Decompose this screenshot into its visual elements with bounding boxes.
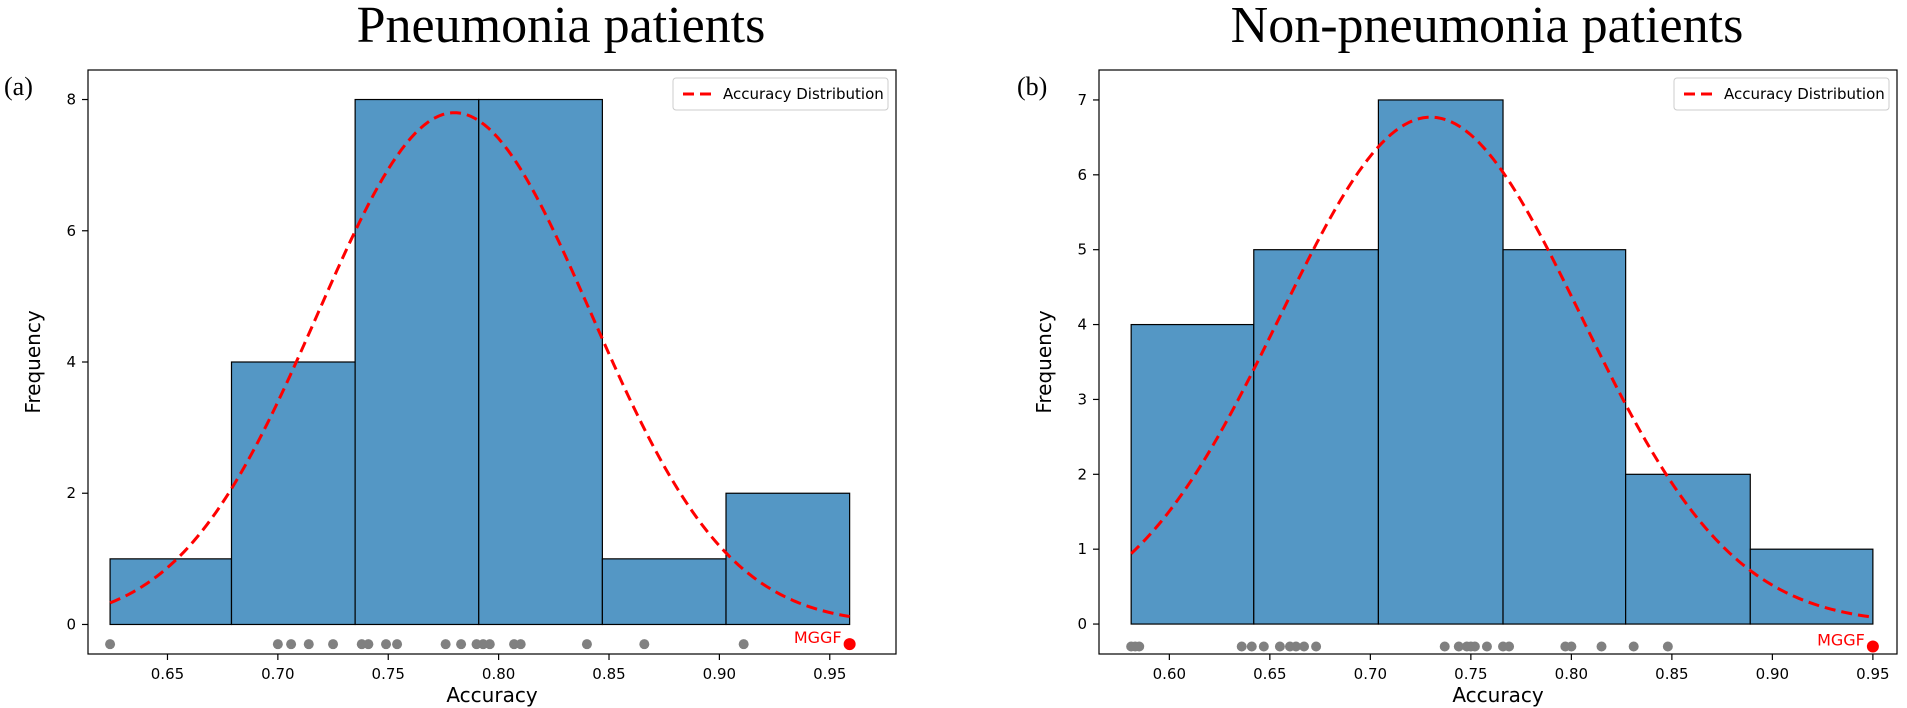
y-tick-label: 3: [1077, 390, 1087, 408]
histogram-bar: [354, 98, 480, 626]
x-tick-label: 0.70: [261, 665, 294, 683]
histogram-bar: [109, 558, 233, 626]
histogram-bar: [1625, 473, 1751, 625]
x-tick-label: 0.90: [703, 665, 736, 683]
y-tick-label: 4: [66, 353, 76, 371]
accuracy-point: [1274, 641, 1285, 652]
x-tick-label: 0.80: [482, 665, 515, 683]
accuracy-point: [639, 639, 650, 650]
histogram-bar: [478, 98, 603, 626]
histogram-bar: [1130, 323, 1255, 625]
accuracy-point: [1662, 641, 1673, 652]
y-tick-label: 1: [1077, 540, 1087, 558]
y-tick-label: 7: [1077, 91, 1087, 109]
legend-box: [1673, 77, 1890, 111]
y-tick-label: 2: [66, 484, 76, 502]
accuracy-point: [581, 639, 592, 650]
accuracy-point: [303, 639, 314, 650]
y-tick-label: 0: [66, 615, 76, 633]
accuracy-point: [363, 639, 374, 650]
accuracy-point: [456, 639, 467, 650]
accuracy-point: [1236, 641, 1247, 652]
axes-frame: [1098, 69, 1898, 655]
y-tick-label: 8: [66, 91, 76, 109]
x-axis-label: Accuracy: [446, 683, 537, 707]
y-axis-label: Frequency: [1032, 310, 1056, 413]
y-tick-label: 2: [1077, 465, 1087, 483]
accuracy-point: [1566, 641, 1577, 652]
histogram-bar: [725, 492, 851, 626]
x-tick-label: 0.80: [1555, 665, 1588, 683]
chart-title: Non-pneumonia patients: [1231, 0, 1744, 54]
y-tick-label: 5: [1077, 241, 1087, 259]
accuracy-point: [484, 639, 495, 650]
legend-box: [672, 77, 889, 111]
y-tick-label: 6: [1077, 166, 1087, 184]
histogram-bar: [601, 558, 727, 626]
accuracy-point: [738, 639, 749, 650]
x-tick-label: 0.85: [592, 665, 625, 683]
y-tick-label: 0: [1077, 615, 1087, 633]
accuracy-point: [1439, 641, 1450, 652]
accuracy-point: [515, 639, 526, 650]
accuracy-point: [272, 639, 283, 650]
accuracy-point: [286, 639, 297, 650]
accuracy-point: [1290, 641, 1301, 652]
chart-panel-1: Non-pneumonia patients (b) MGGF 0.60 0.65 0.7…: [1017, 0, 1898, 707]
accuracy-point: [105, 639, 116, 650]
panel-label: (b): [1017, 72, 1047, 101]
accuracy-point: [1596, 641, 1607, 652]
histogram-bar: [1502, 249, 1627, 625]
y-tick-label: 4: [1077, 316, 1087, 334]
x-tick-label: 0.75: [372, 665, 405, 683]
x-tick-label: 0.65: [151, 665, 184, 683]
chart-panel-0: Pneumonia patients (a) MGGF 0.65 0.70 0.75 0.8…: [4, 0, 897, 707]
y-tick-label: 6: [66, 222, 76, 240]
accuracy-point: [392, 639, 403, 650]
y-axis-label: Frequency: [21, 310, 45, 413]
x-tick-label: 0.85: [1655, 665, 1688, 683]
x-tick-label: 0.65: [1253, 665, 1286, 683]
legend-label: Accuracy Distribution: [1724, 85, 1885, 103]
accuracy-point: [1504, 641, 1515, 652]
histogram-bar: [1377, 99, 1504, 625]
accuracy-distribution-curve: [109, 111, 850, 619]
accuracy-distribution-curve: [1130, 115, 1874, 619]
accuracy-point: [1134, 641, 1145, 652]
panel-label: (a): [4, 72, 33, 101]
accuracy-point: [1628, 641, 1639, 652]
histogram-bar: [1749, 548, 1874, 625]
accuracy-point: [1258, 641, 1269, 652]
x-tick-label: 0.95: [813, 665, 846, 683]
accuracy-point: [1299, 641, 1310, 652]
accuracy-point: [1481, 641, 1492, 652]
accuracy-point: [1311, 641, 1322, 652]
chart-title: Pneumonia patients: [357, 0, 766, 54]
legend: Accuracy Distribution: [672, 77, 889, 111]
mggf-label: MGGF: [794, 628, 842, 647]
histogram-bar: [230, 361, 356, 626]
x-tick-label: 0.75: [1454, 665, 1487, 683]
x-tick-label: 0.90: [1756, 665, 1789, 683]
histogram-bar: [1253, 249, 1380, 625]
x-tick-label: 0.95: [1856, 665, 1889, 683]
mggf-point: [1866, 640, 1879, 653]
accuracy-point: [1453, 641, 1464, 652]
legend: Accuracy Distribution: [1673, 77, 1890, 111]
accuracy-point: [328, 639, 339, 650]
legend-label: Accuracy Distribution: [723, 85, 884, 103]
accuracy-point: [1246, 641, 1257, 652]
accuracy-point: [1469, 641, 1480, 652]
accuracy-point: [381, 639, 392, 650]
x-axis-label: Accuracy: [1452, 683, 1543, 707]
accuracy-point: [440, 639, 451, 650]
x-tick-label: 0.70: [1354, 665, 1387, 683]
mggf-point: [843, 638, 856, 651]
mggf-label: MGGF: [1817, 631, 1865, 650]
x-tick-label: 0.60: [1153, 665, 1186, 683]
